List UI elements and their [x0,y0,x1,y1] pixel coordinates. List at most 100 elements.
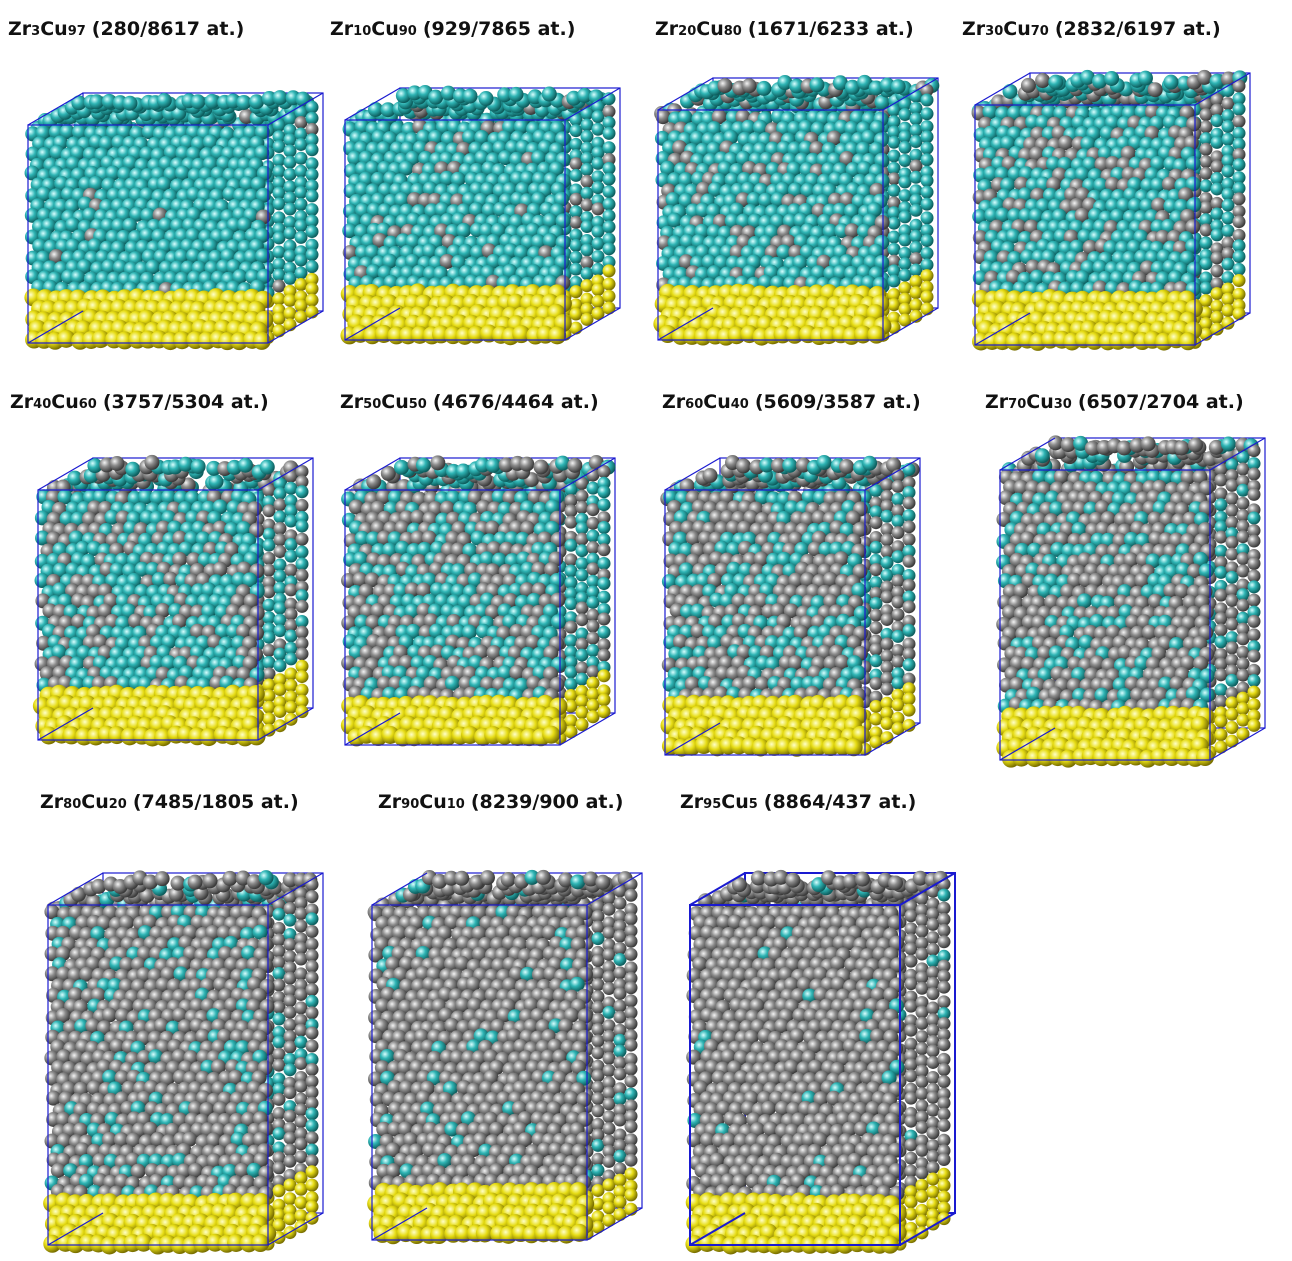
atom [1222,211,1235,224]
atom [306,305,319,318]
atom [285,629,298,642]
atom [1200,179,1213,192]
panel: Zr10Cu90(929/7865 at.) [330,18,620,345]
atom [921,153,934,166]
atom [1211,264,1224,277]
atom [273,324,286,337]
atom [548,326,566,344]
atom [587,562,600,575]
atom [306,294,319,307]
atoms [24,90,318,350]
element: Zr [330,18,354,40]
atom [273,154,286,167]
atom [1233,127,1246,140]
atom [892,630,905,643]
atom [1200,143,1213,156]
atom [565,539,578,552]
atom [284,318,297,331]
atom [285,583,298,596]
atom [463,89,478,104]
atom [870,700,883,713]
element: Zr [8,18,32,40]
atoms [340,85,615,345]
atom [598,557,611,570]
panel: Zr70Cu30(6507/2704 at.) [985,391,1265,768]
panel-label: Zr20Cu80(1671/6233 at.) [655,18,914,40]
atom [921,302,934,315]
panel-label: Zr3Cu97(280/8617 at.) [8,18,244,40]
atom [519,457,534,472]
atom [888,231,901,244]
atom-counts: (6507/2704 at.) [1078,391,1244,413]
element: Cu [371,18,398,40]
atom [542,726,560,744]
atom [565,483,578,496]
atom [870,621,883,634]
atom [296,569,309,582]
atom [576,533,589,546]
atom [891,79,906,94]
atom [870,563,883,576]
atom [921,174,934,187]
atom [603,173,616,186]
atom [667,213,682,228]
subscript: 30 [1054,397,1072,412]
atom [296,533,309,546]
atom [921,198,934,211]
atom [285,482,298,495]
atom [1188,437,1203,452]
atom [273,292,286,305]
atom [1248,650,1261,663]
atom [157,93,172,108]
atom [598,485,611,498]
element: Cu [703,391,730,413]
atom [479,91,494,106]
atom [1226,735,1239,748]
atom [903,509,916,522]
atom [1221,437,1236,452]
atom [1226,721,1239,734]
atom [565,621,578,634]
atom [249,94,264,109]
atom [592,283,605,296]
atom [416,458,431,473]
atom [306,168,319,181]
atom [263,552,276,565]
atom [428,90,443,105]
atom [1211,136,1224,149]
subscript: 60 [685,397,703,412]
atom [903,496,916,509]
atom [892,480,905,493]
atom-counts: (4676/4464 at.) [433,391,599,413]
atom [274,570,287,583]
atom [845,738,863,756]
atom [1233,288,1246,301]
atom [576,544,589,557]
atom [921,130,934,143]
atom [570,169,583,182]
subscript: 80 [724,24,742,39]
atom [1248,468,1261,481]
atom [1233,307,1246,320]
atom [190,94,205,109]
atom [903,704,916,717]
atom [1233,250,1246,263]
atom [296,600,309,613]
atom [295,254,308,267]
atom [581,256,594,269]
atom [603,198,616,211]
atom [263,599,276,612]
subscript: 50 [363,397,381,412]
atom [576,501,589,514]
subscript: 3 [31,24,40,39]
atom [1200,236,1213,249]
atom [1211,311,1224,324]
atom [306,248,319,261]
atom [910,275,923,288]
atom [1163,75,1178,90]
atom [296,558,309,571]
atom [542,87,557,102]
atom [1104,71,1119,86]
atom-counts: (280/8617 at.) [92,18,245,40]
atom [598,498,611,511]
